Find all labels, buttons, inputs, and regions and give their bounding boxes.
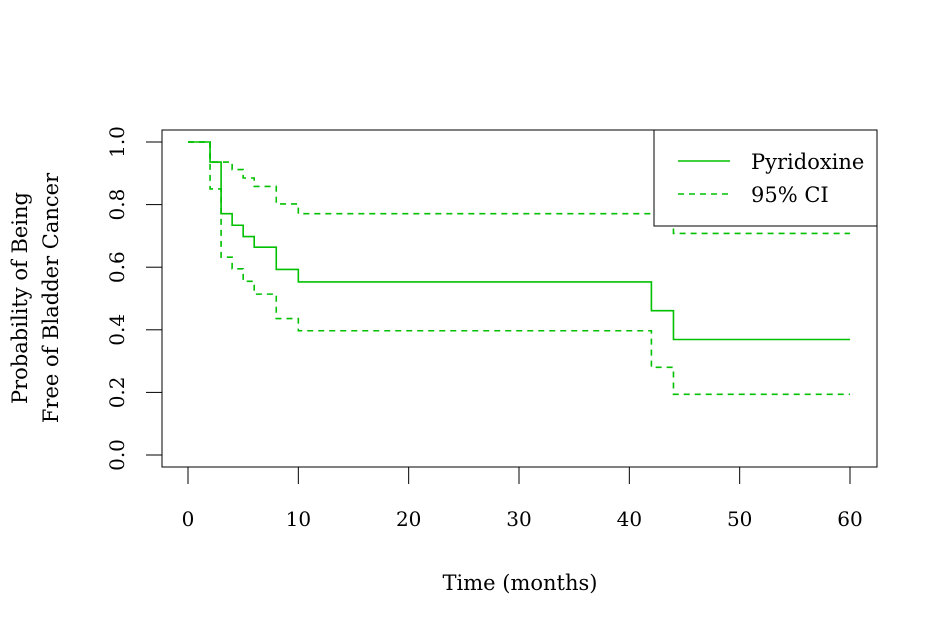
x-tick-label: 40 [617, 507, 642, 531]
legend: Pyridoxine 95% CI [653, 129, 878, 227]
x-tick-label: 0 [182, 507, 195, 531]
series-pyridoxine [188, 141, 850, 341]
series-ci-lower [188, 141, 850, 396]
x-tick-label: 20 [396, 507, 421, 531]
y-axis: 0.0 0.2 0.4 0.6 0.8 1.0 [105, 126, 163, 471]
y-tick-label: 1.0 [105, 126, 129, 158]
x-tick-label: 50 [727, 507, 752, 531]
y-tick-label: 0.2 [105, 376, 129, 408]
legend-label-pyridoxine: Pyridoxine [751, 150, 864, 174]
y-tick-label: 0.0 [105, 439, 129, 471]
series-layer [188, 141, 850, 396]
x-tick-label: 60 [837, 507, 862, 531]
y-axis-label-line2: Free of Bladder Cancer [39, 172, 63, 423]
x-axis: 0 10 20 30 40 50 60 [182, 466, 863, 531]
x-tick-label: 30 [506, 507, 531, 531]
legend-box [653, 129, 878, 227]
x-axis-label: Time (months) [443, 571, 598, 595]
y-tick-label: 0.8 [105, 189, 129, 221]
y-tick-label: 0.6 [105, 251, 129, 283]
y-axis-label-line1: Probability of Being [8, 192, 32, 404]
x-tick-label: 10 [286, 507, 311, 531]
y-tick-label: 0.4 [105, 314, 129, 346]
legend-label-ci: 95% CI [751, 183, 829, 207]
